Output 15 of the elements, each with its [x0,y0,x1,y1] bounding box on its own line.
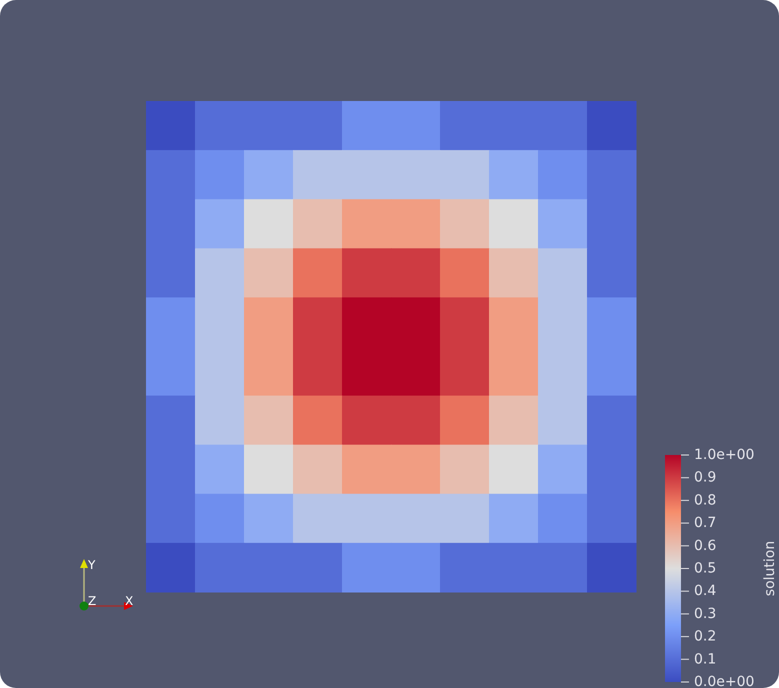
text: Z [88,594,96,608]
color-bar-title: solution [762,540,778,596]
color-bar-label: 0.9 [694,470,716,486]
color-bar-label: 0.5 [694,560,716,576]
text: X [125,594,134,608]
color-bar-label: 0.0e+00 [694,674,754,688]
color-bar-label: 0.2 [694,628,716,645]
color-bar-label: 0.1 [694,651,716,668]
color-bar-label: 0.3 [694,606,716,622]
color-bar-label: 1.0e+00 [694,447,754,463]
color-bar-label: 0.8 [694,492,716,508]
text: Y [87,558,96,572]
color-bar-label: 0.7 [694,515,716,532]
color-bar-label: 0.4 [694,583,716,600]
color-bar-label: 0.6 [694,538,716,554]
